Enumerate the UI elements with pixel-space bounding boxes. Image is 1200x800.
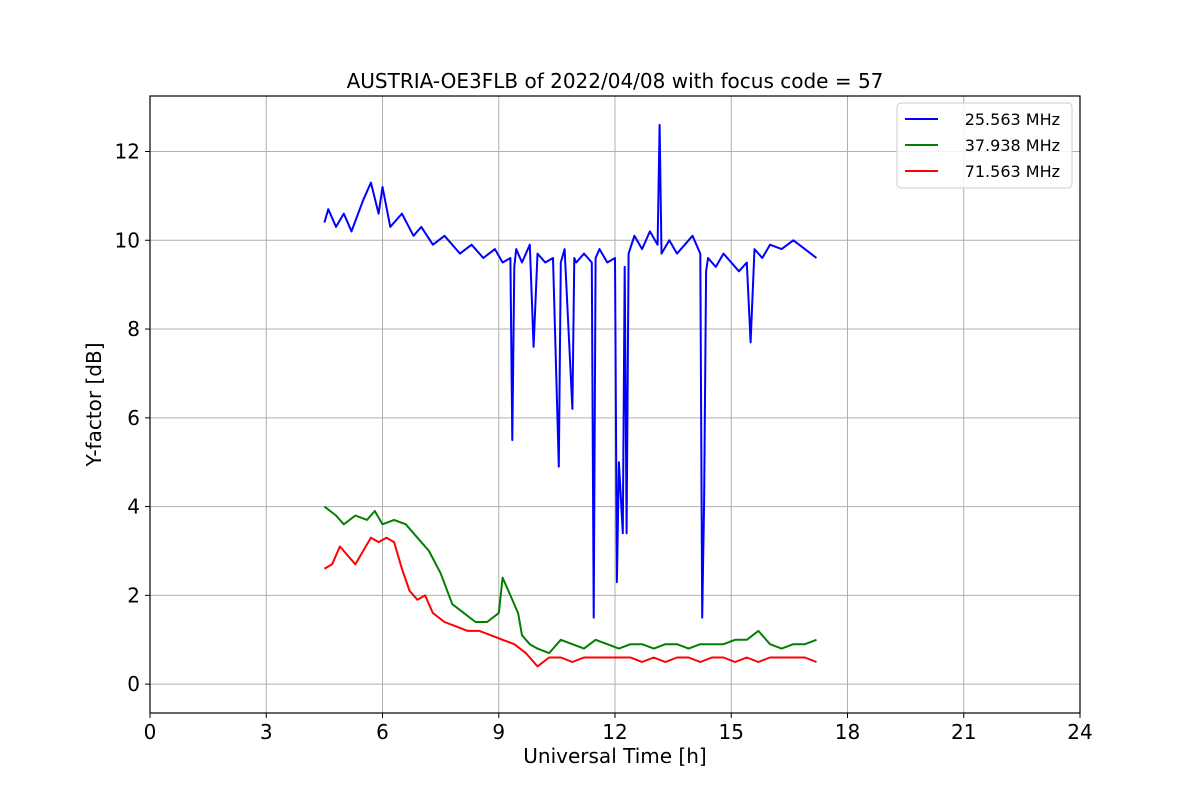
y-tick-label: 2 [127,583,140,607]
x-tick-label: 6 [376,720,389,744]
y-tick-label: 8 [127,317,140,341]
y-tick-label: 12 [115,139,140,163]
y-tick-label: 0 [127,672,140,696]
y-axis-label: Y-factor [dB] [82,342,106,467]
x-tick-label: 3 [260,720,273,744]
legend-label: 71.563 MHz [965,162,1060,181]
x-tick-label: 9 [492,720,505,744]
x-tick-label: 21 [951,720,976,744]
x-tick-label: 15 [719,720,744,744]
x-tick-label: 18 [835,720,860,744]
series-line-1 [323,123,818,619]
y-tick-label: 4 [127,495,140,519]
x-axis-label: Universal Time [h] [523,744,706,768]
series-layer [323,123,818,668]
x-tick-label: 24 [1067,720,1092,744]
y-tick-label: 10 [115,228,140,252]
legend-box [896,102,1073,189]
x-tick-label: 0 [144,720,157,744]
legend-label: 37.938 MHz [965,136,1060,155]
y-tick-label: 6 [127,406,140,430]
x-tick-label: 12 [602,720,627,744]
legend-entries: 25.563 MHz 37.938 MHz 71.563 MHz [905,110,1060,181]
series-line-3 [323,536,817,668]
legend-label: 25.563 MHz [965,110,1060,129]
legend: 25.563 MHz 37.938 MHz 71.563 MHz [896,102,1073,189]
series-line-2 [323,505,817,655]
chart-title: AUSTRIA-OE3FLB of 2022/04/08 with focus … [347,69,884,93]
